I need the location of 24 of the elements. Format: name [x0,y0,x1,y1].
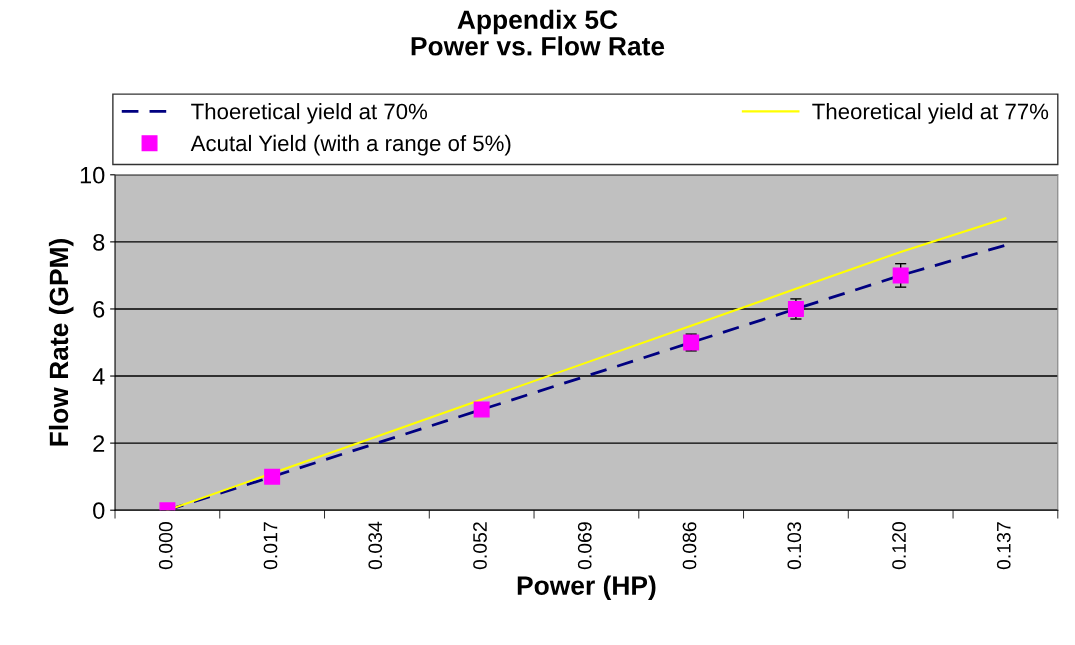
x-tick-label: 0.034 [368,521,383,570]
x-tick-label: 0.137 [996,522,1011,570]
y-axis-title: Flow Rate (GPM) [48,238,74,446]
y-tick-label: 4 [92,368,105,385]
x-axis-title: Power (HP) [517,575,656,601]
chart-title: Appendix 5C Power vs. Flow Rate [411,9,665,56]
point [264,468,281,485]
point [473,401,490,418]
x-tick-label: 0.052 [473,522,487,570]
legend-label: Thoeretical yield at 70% [191,103,428,124]
x-tick-label: 0.103 [787,522,802,570]
y-tick-label: 6 [93,301,105,318]
point [892,267,909,284]
y-tick-label: 2 [93,435,105,452]
legend-label: Theoretical yield at 77% [812,103,1049,124]
x-tick-label: 0.086 [682,522,697,570]
y-tick-label: 10 [80,166,105,184]
x-tick-label: 0.000 [158,522,173,570]
x-tick-label: 0.120 [892,522,906,570]
x-tick-label: 0.017 [263,522,278,570]
y-tick-label: 0 [93,502,105,519]
y-tick-label: 8 [93,233,105,251]
x-tick-label: 0.069 [577,522,592,570]
legend-label: Acutal Yield (with a range of 5%) [190,134,511,156]
